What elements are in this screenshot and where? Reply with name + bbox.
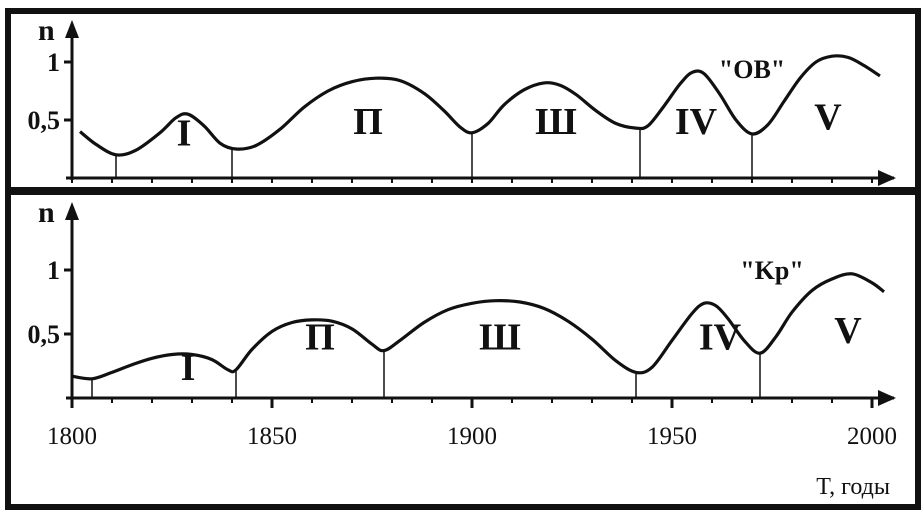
- x-tick-label-0: 1800: [47, 423, 97, 450]
- period-label-top-2: Ш: [535, 101, 577, 143]
- x-tick-label-3: 1950: [647, 423, 697, 450]
- period-label-top-4: V: [814, 96, 842, 138]
- x-axis-arrow-bottom: [878, 390, 896, 406]
- y-tick-label-bottom-0: 1: [47, 256, 60, 285]
- x-axis-label: T, годы: [816, 474, 890, 500]
- period-label-bottom-4: V: [834, 310, 862, 352]
- period-label-top-0: I: [177, 113, 192, 155]
- y-axis-label-top: n: [38, 14, 55, 47]
- y-axis-label-bottom: n: [38, 196, 55, 229]
- period-label-bottom-1: П: [305, 316, 335, 358]
- panel-top: n1 0,5 I П Ш IV V "OB": [28, 14, 897, 186]
- y-axis-arrow-bottom: [65, 202, 79, 220]
- x-tick-label-4: 2000: [847, 423, 897, 450]
- period-label-top-3: IV: [675, 101, 718, 143]
- panel-divider: [8, 187, 918, 195]
- x-axis-arrow-top: [878, 170, 896, 186]
- y-tick-label-bottom-1: 0,5: [28, 320, 61, 349]
- y-tick-label-top-0: 1: [47, 48, 60, 77]
- period-label-bottom-2: Ш: [479, 316, 521, 358]
- y-axis-arrow-top: [65, 20, 79, 38]
- period-label-bottom-3: IV: [699, 316, 742, 358]
- period-label-top-1: П: [353, 101, 383, 143]
- series-annotation-top: "OB": [719, 55, 785, 84]
- panel-bottom: n 1 0,5 I П Ш IV V "Kp" 1800 1850 1900 1950 2000 T, го…: [28, 196, 898, 500]
- period-label-bottom-0: I: [181, 347, 196, 389]
- x-tick-label-1: 1850: [247, 423, 297, 450]
- x-tick-label-2: 1900: [447, 423, 497, 450]
- series-annotation-bottom: "Kp": [740, 256, 804, 285]
- y-tick-label-top-1: 0,5: [28, 106, 61, 135]
